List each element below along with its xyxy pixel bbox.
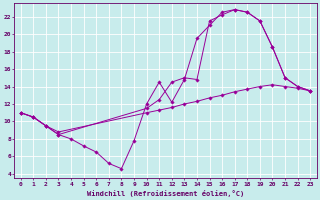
X-axis label: Windchill (Refroidissement éolien,°C): Windchill (Refroidissement éolien,°C): [87, 190, 244, 197]
